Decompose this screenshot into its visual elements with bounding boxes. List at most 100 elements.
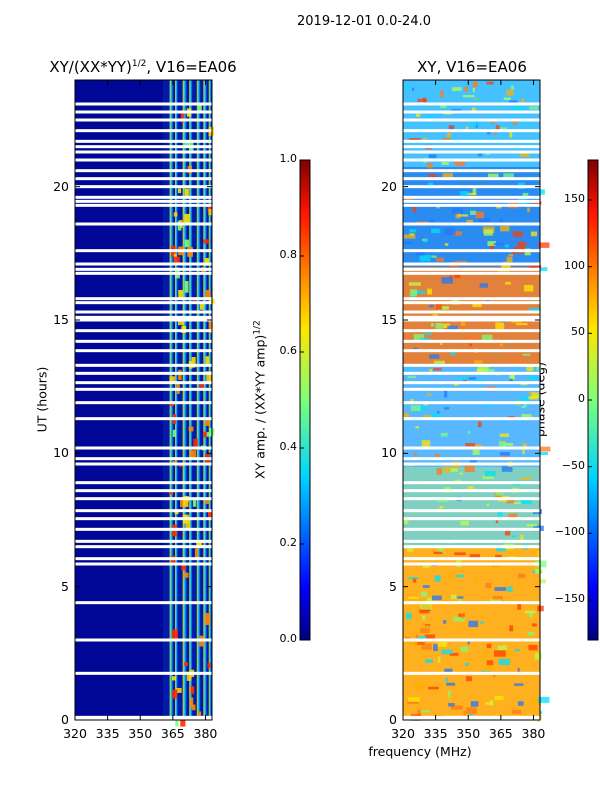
right-phase-patch xyxy=(514,364,518,370)
right-phase-patch xyxy=(524,284,534,292)
right-phase-patch xyxy=(485,702,494,705)
left-flag-row xyxy=(75,509,212,513)
right-phase-patch xyxy=(478,218,490,225)
right-phase-patch xyxy=(442,620,447,624)
left-flag-row xyxy=(75,315,212,319)
right-region-mixed xyxy=(403,467,540,547)
right-phase-patch xyxy=(493,242,504,246)
right-phase-patch xyxy=(497,645,507,650)
left-hot-spot xyxy=(180,719,186,727)
right-phase-patch xyxy=(486,81,494,85)
left-hot-spot xyxy=(183,498,189,507)
right-phase-patch xyxy=(441,162,449,166)
left-flagged-rows xyxy=(75,102,212,721)
right-phase-patch xyxy=(450,705,463,710)
right-flag-row xyxy=(403,363,540,367)
right-phase-patch xyxy=(467,431,471,435)
x-tick-label: 335 xyxy=(95,726,120,741)
right-phase-patch xyxy=(473,444,482,447)
left-quiet-band xyxy=(75,80,163,720)
left-stripe xyxy=(189,80,193,720)
right-phase-patch xyxy=(415,641,425,646)
right-phase-patch xyxy=(520,396,531,401)
right-phase-patch xyxy=(465,663,469,667)
right-phase-patch xyxy=(466,676,472,682)
right-phase-patch xyxy=(436,303,443,310)
right-phase-patch xyxy=(529,265,542,270)
right-phase-patch xyxy=(429,369,433,375)
left-hot-spot xyxy=(207,662,211,668)
right-phase-patch xyxy=(520,98,525,105)
right-phase-patch xyxy=(441,277,454,284)
left-title-tail: , V16=EA06 xyxy=(146,58,237,76)
right-phase-patch xyxy=(428,304,434,308)
right-phase-patch xyxy=(456,574,465,578)
left-flag-row xyxy=(75,203,212,207)
right-phase-patch xyxy=(522,448,525,455)
right-phase-patch xyxy=(483,229,493,236)
right-phase-patch xyxy=(486,503,490,507)
right-phase-patch xyxy=(514,683,524,686)
right-phase-patch xyxy=(420,603,432,610)
right-phase-patch xyxy=(454,274,461,279)
right-phase-patch xyxy=(457,596,464,599)
right-flag-row xyxy=(403,371,540,375)
right-phase-patch xyxy=(465,443,476,447)
left-hot-spot xyxy=(169,376,175,382)
right-colorbar-tick-label: −100 xyxy=(554,525,585,539)
right-flag-row xyxy=(403,638,540,642)
right-phase-patch xyxy=(516,322,528,326)
right-phase-patch xyxy=(454,624,461,629)
right-phase-patch xyxy=(529,388,532,395)
right-phase-patch xyxy=(506,499,515,504)
left-flag-row xyxy=(75,110,212,114)
right-phase-patch xyxy=(407,365,411,371)
right-phase-patch xyxy=(499,452,510,456)
right-phase-patch xyxy=(474,576,478,584)
right-phase-patch xyxy=(527,207,530,212)
left-hot-spot xyxy=(208,208,213,216)
right-flag-row xyxy=(403,139,540,143)
right-phase-patch xyxy=(470,210,477,215)
right-phase-patch xyxy=(471,121,480,126)
right-heatmap xyxy=(402,79,551,722)
right-phase-patch xyxy=(539,579,546,584)
right-phase-patch xyxy=(415,634,418,641)
right-phase-patch xyxy=(494,650,506,657)
right-flag-row xyxy=(403,158,540,162)
x-tick-label: 335 xyxy=(423,726,448,741)
right-phase-patch xyxy=(510,85,515,90)
x-tick-label: 320 xyxy=(391,726,415,741)
right-flag-row xyxy=(403,527,540,531)
right-phase-patch xyxy=(444,228,456,236)
right-phase-patch xyxy=(422,585,430,588)
right-phase-patch xyxy=(534,652,542,660)
right-phase-patch xyxy=(450,594,457,600)
right-phase-patch xyxy=(404,241,412,245)
right-flag-row xyxy=(403,557,540,561)
right-phase-patch xyxy=(415,113,421,117)
right-phase-patch xyxy=(513,501,522,504)
right-phase-patch xyxy=(499,218,504,226)
right-phase-patch xyxy=(423,625,430,628)
left-flag-row xyxy=(75,267,212,271)
right-phase-patch xyxy=(464,86,469,92)
right-phase-patch xyxy=(407,700,419,704)
right-colorbar-tick-label: 50 xyxy=(571,325,585,339)
left-flag-row xyxy=(75,527,212,531)
right-phase-patch xyxy=(428,115,436,120)
left-hot-spot xyxy=(192,499,197,507)
right-phase-patch xyxy=(441,649,453,655)
left-hot-spot xyxy=(180,112,185,123)
left-stripe xyxy=(196,80,201,720)
right-phase-patch xyxy=(493,131,497,135)
right-phase-patch xyxy=(412,205,417,213)
right-colorbar-tick-label: −50 xyxy=(561,458,585,472)
right-phase-patch xyxy=(480,621,485,624)
right-phase-patch xyxy=(424,634,436,640)
right-phase-patch xyxy=(440,90,444,98)
right-flag-row xyxy=(403,715,540,719)
right-phase-patch xyxy=(453,479,461,483)
left-hot-spot xyxy=(173,212,178,217)
right-phase-patch xyxy=(524,402,527,407)
